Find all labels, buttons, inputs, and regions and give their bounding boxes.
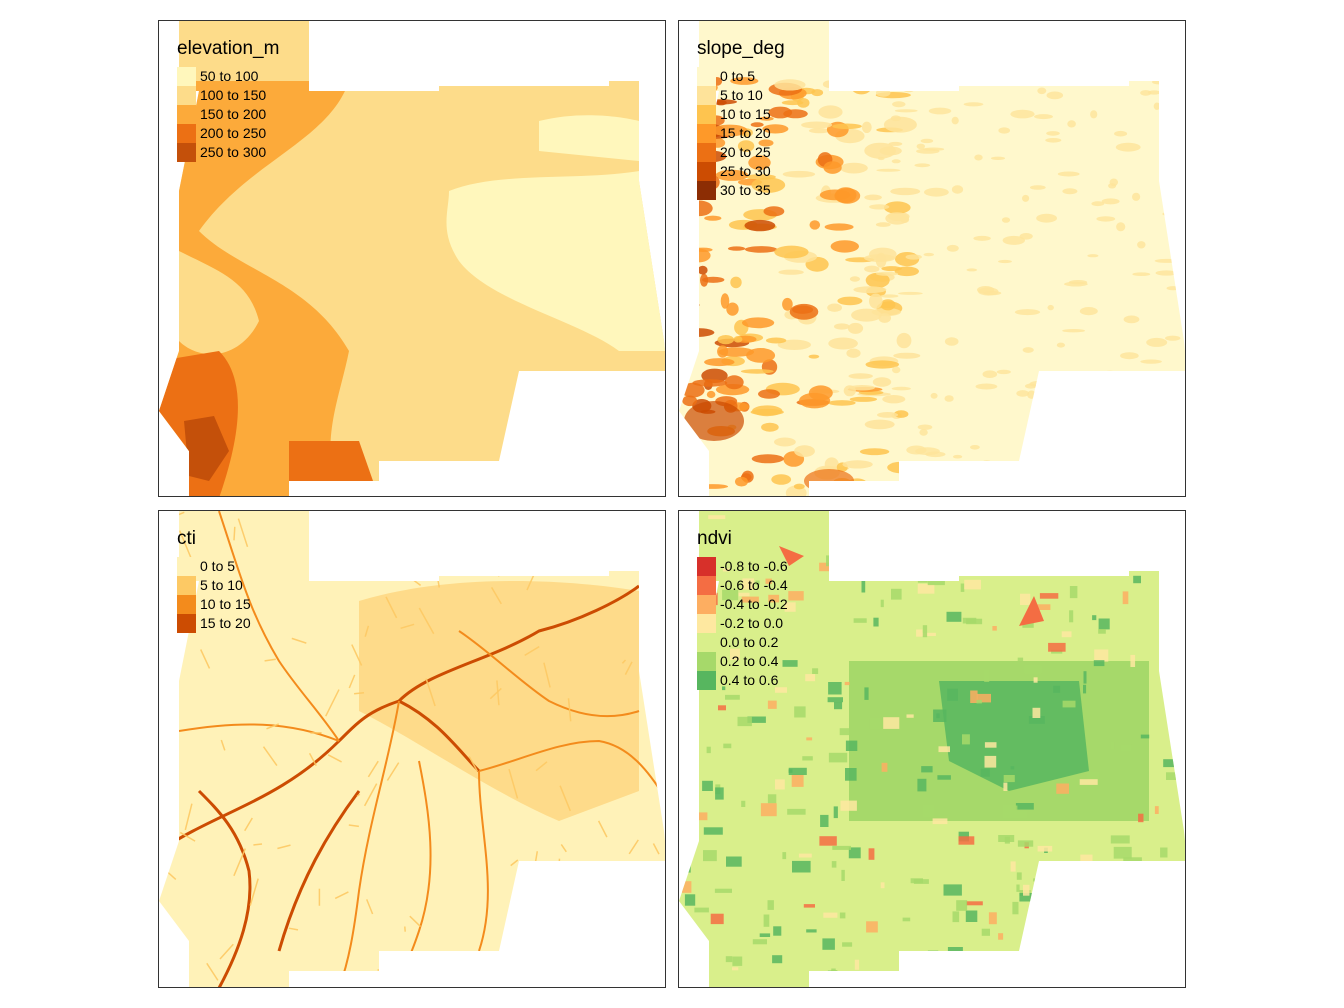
legend-label: 10 to 15 — [200, 596, 251, 612]
legend-item: 250 to 300 — [177, 143, 279, 162]
legend-label: 250 to 300 — [200, 144, 267, 160]
legend-label: 0.2 to 0.4 — [720, 653, 779, 669]
legend-swatch — [697, 652, 716, 671]
legend-items: 0 to 5 5 to 10 10 to 15 15 to 20 — [177, 557, 251, 633]
legend-swatch — [177, 557, 196, 576]
legend-item: 0 to 5 — [177, 557, 251, 576]
legend-label: 15 to 20 — [720, 125, 771, 141]
slope-legend: slope_deg 0 to 5 5 to 10 10 to 15 15 to 20 2… — [697, 39, 785, 200]
legend-label: -0.4 to -0.2 — [720, 596, 788, 612]
legend-label: 5 to 10 — [720, 87, 763, 103]
legend-swatch — [697, 671, 716, 690]
legend-item: 0.2 to 0.4 — [697, 652, 788, 671]
legend-swatch — [697, 162, 716, 181]
slope-map-panel: slope_deg 0 to 5 5 to 10 10 to 15 15 to 20 2… — [678, 20, 1186, 497]
legend-item: 20 to 25 — [697, 143, 785, 162]
ndvi-map-panel: ndvi -0.8 to -0.6 -0.6 to -0.4 -0.4 to -0.… — [678, 510, 1186, 988]
legend-swatch — [697, 67, 716, 86]
slope-raster — [679, 21, 1185, 496]
legend-label: 50 to 100 — [200, 68, 259, 84]
legend-swatch — [697, 557, 716, 576]
legend-item: 10 to 15 — [177, 595, 251, 614]
legend-item: 0 to 5 — [697, 67, 785, 86]
legend-item: 15 to 20 — [697, 124, 785, 143]
legend-items: -0.8 to -0.6 -0.6 to -0.4 -0.4 to -0.2 -0.2… — [697, 557, 788, 690]
legend-swatch — [177, 143, 196, 162]
legend-item: -0.4 to -0.2 — [697, 595, 788, 614]
legend-item: -0.2 to 0.0 — [697, 614, 788, 633]
elevation-legend: elevation_m 50 to 100 100 to 150 150 to 20… — [177, 39, 279, 162]
legend-item: 0.4 to 0.6 — [697, 671, 788, 690]
legend-item: 150 to 200 — [177, 105, 279, 124]
legend-label: 20 to 25 — [720, 144, 771, 160]
legend-label: 100 to 150 — [200, 87, 267, 103]
legend-swatch — [697, 576, 716, 595]
legend-item: 100 to 150 — [177, 86, 279, 105]
legend-swatch — [177, 576, 196, 595]
legend-item: 0.0 to 0.2 — [697, 633, 788, 652]
legend-label: 30 to 35 — [720, 182, 771, 198]
legend-label: -0.2 to 0.0 — [720, 615, 784, 631]
legend-swatch — [697, 143, 716, 162]
legend-label: 200 to 250 — [200, 125, 267, 141]
legend-label: 0.0 to 0.2 — [720, 634, 779, 650]
cti-map-panel: cti 0 to 5 5 to 10 10 to 15 15 to 20 — [158, 510, 666, 988]
legend-label: 150 to 200 — [200, 106, 267, 122]
legend-swatch — [697, 86, 716, 105]
legend-swatch — [697, 181, 716, 200]
legend-label: 0.4 to 0.6 — [720, 672, 779, 688]
legend-title: elevation_m — [177, 38, 280, 59]
legend-title: cti — [177, 528, 196, 549]
legend-title: ndvi — [697, 528, 732, 549]
elevation-raster — [159, 21, 665, 496]
elevation-map-panel: elevation_m 50 to 100 100 to 150 150 to 20… — [158, 20, 666, 497]
legend-label: 0 to 5 — [720, 68, 756, 84]
legend-swatch — [177, 86, 196, 105]
legend-swatch — [177, 595, 196, 614]
legend-item: 15 to 20 — [177, 614, 251, 633]
legend-label: 15 to 20 — [200, 615, 251, 631]
legend-items: 0 to 5 5 to 10 10 to 15 15 to 20 20 to 25 25 … — [697, 67, 785, 200]
cti-legend: cti 0 to 5 5 to 10 10 to 15 15 to 20 — [177, 529, 251, 633]
legend-item: 10 to 15 — [697, 105, 785, 124]
legend-swatch — [697, 124, 716, 143]
legend-item: 5 to 10 — [697, 86, 785, 105]
legend-label: 25 to 30 — [720, 163, 771, 179]
ndvi-legend: ndvi -0.8 to -0.6 -0.6 to -0.4 -0.4 to -0.… — [697, 529, 788, 690]
legend-label: 0 to 5 — [200, 558, 236, 574]
legend-label: -0.8 to -0.6 — [720, 558, 788, 574]
legend-swatch — [177, 105, 196, 124]
legend-items: 50 to 100 100 to 150 150 to 200 200 to 250 2… — [177, 67, 279, 162]
legend-swatch — [697, 105, 716, 124]
legend-item: 25 to 30 — [697, 162, 785, 181]
legend-item: -0.6 to -0.4 — [697, 576, 788, 595]
legend-title: slope_deg — [697, 38, 785, 59]
legend-item: 200 to 250 — [177, 124, 279, 143]
legend-swatch — [697, 614, 716, 633]
legend-swatch — [177, 124, 196, 143]
legend-item: -0.8 to -0.6 — [697, 557, 788, 576]
ndvi-raster — [679, 511, 1185, 987]
legend-item: 5 to 10 — [177, 576, 251, 595]
legend-swatch — [177, 614, 196, 633]
legend-label: 5 to 10 — [200, 577, 243, 593]
legend-item: 30 to 35 — [697, 181, 785, 200]
cti-raster — [159, 511, 665, 987]
legend-label: 10 to 15 — [720, 106, 771, 122]
legend-label: -0.6 to -0.4 — [720, 577, 788, 593]
legend-swatch — [697, 595, 716, 614]
legend-swatch — [177, 67, 196, 86]
legend-swatch — [697, 633, 716, 652]
legend-item: 50 to 100 — [177, 67, 279, 86]
